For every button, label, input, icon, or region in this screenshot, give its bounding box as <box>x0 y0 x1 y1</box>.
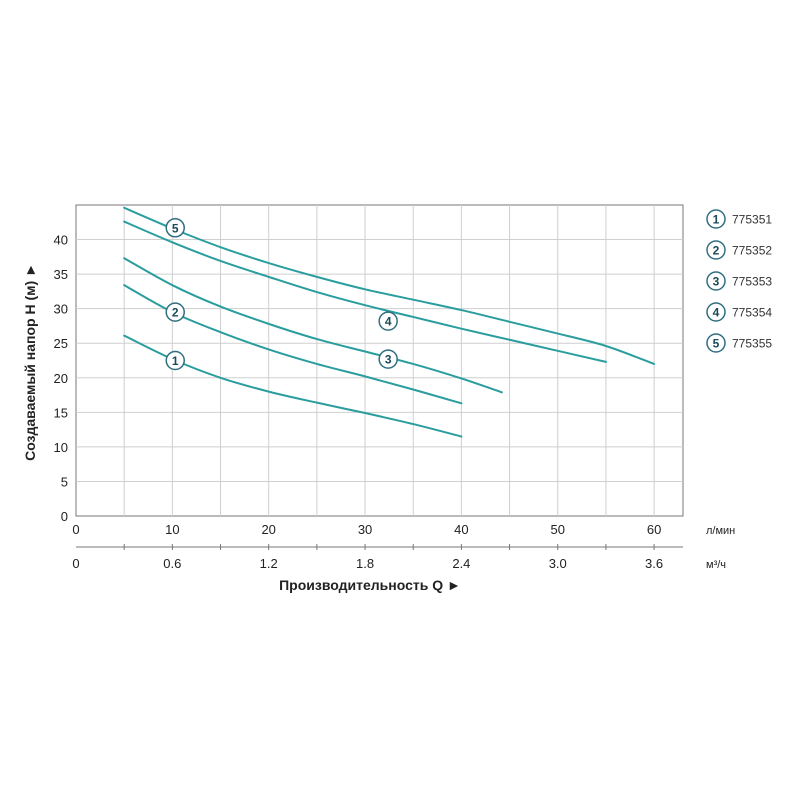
y-tick-label: 10 <box>54 440 68 455</box>
curve-badge-5-circle <box>165 218 185 238</box>
y-tick-label: 25 <box>54 336 68 351</box>
x-tick-label: 0 <box>72 522 79 537</box>
legend: 1 775351 2 775352 3 775353 4 775354 5 775355 <box>706 209 772 353</box>
legend-badge-4-circle <box>706 302 726 322</box>
curve-775354 <box>123 220 607 363</box>
legend-badge-2-label: 2 <box>713 244 720 258</box>
x-tick-label: 10 <box>165 522 179 537</box>
legend-badge-2-circle <box>706 240 726 260</box>
x-tick-label: 40 <box>454 522 468 537</box>
y-tick-label: 15 <box>54 405 68 420</box>
y-tick-label: 5 <box>61 474 68 489</box>
y-tick-label: 0 <box>61 509 68 524</box>
y-axis-title: Создаваемый напор H (м) ► <box>22 263 38 461</box>
curve-badges: 1 2 3 4 5 <box>165 218 398 371</box>
curve-badge-1-circle <box>165 350 185 371</box>
curve-badge-3-label: 3 <box>385 353 392 367</box>
legend-entry-775352: 775352 <box>732 244 772 258</box>
x2-tick-label: 2.4 <box>452 556 470 571</box>
legend-badge-5-label: 5 <box>713 337 720 351</box>
x-tick-label: 20 <box>261 522 275 537</box>
legend-entry-775355: 775355 <box>732 337 772 351</box>
curve-badge-3-circle <box>378 349 398 369</box>
legend-badge-3-label: 3 <box>713 275 720 289</box>
x2-tick-label: 3.6 <box>645 556 663 571</box>
x-axis-title: Производительность Q ► <box>279 577 461 593</box>
curve-badge-1-label: 1 <box>172 354 179 368</box>
x2-tick-labels: 0 0.6 1.2 1.8 2.4 3.0 3.6 <box>72 556 663 571</box>
x-tick-label: 50 <box>551 522 565 537</box>
x2-tick-label: 1.8 <box>356 556 374 571</box>
curve-badge-2-circle <box>165 302 185 322</box>
curve-badge-4-circle <box>378 311 398 331</box>
y-tick-labels: 0 5 10 15 20 25 30 35 40 <box>54 233 68 524</box>
y-tick-label: 40 <box>54 233 68 248</box>
legend-entry-775354: 775354 <box>732 306 772 320</box>
y-axis: 0 5 10 15 20 25 30 35 40 <box>54 233 68 524</box>
x2-unit-label: м³/ч <box>706 559 726 571</box>
x2-tick-label: 0.6 <box>163 556 181 571</box>
x-tick-labels: 0 10 20 30 40 50 60 <box>72 522 661 537</box>
legend-badge-4-label: 4 <box>713 306 720 320</box>
y-tick-label: 30 <box>54 302 68 317</box>
curve-badge-5-label: 5 <box>172 221 179 235</box>
x2-tick-label: 1.2 <box>260 556 278 571</box>
x-axis-lpm: 0 10 20 30 40 50 60 л/мин <box>72 522 735 537</box>
curve-badge-4-label: 4 <box>385 315 392 329</box>
curve-775353 <box>123 257 503 394</box>
legend-entry-775353: 775353 <box>732 275 772 289</box>
legend-badge-1-label: 1 <box>713 213 720 227</box>
x2-tick-label: 3.0 <box>549 556 567 571</box>
x-tick-label: 30 <box>358 522 372 537</box>
y-tick-label: 35 <box>54 267 68 282</box>
x-axis-m3h: 0 0.6 1.2 1.8 2.4 3.0 3.6 м³/ч <box>72 544 726 571</box>
legend-entry-775351: 775351 <box>732 213 772 227</box>
x-tick-label: 60 <box>647 522 661 537</box>
legend-badge-3-circle <box>706 271 726 291</box>
curve-badge-2-label: 2 <box>172 306 179 320</box>
y-tick-label: 20 <box>54 371 68 386</box>
x2-tick-label: 0 <box>72 556 79 571</box>
legend-badge-5-circle <box>706 333 726 353</box>
curve-775355 <box>123 206 656 365</box>
legend-badge-1-circle <box>706 209 726 229</box>
x-unit-label: л/мин <box>706 525 735 537</box>
